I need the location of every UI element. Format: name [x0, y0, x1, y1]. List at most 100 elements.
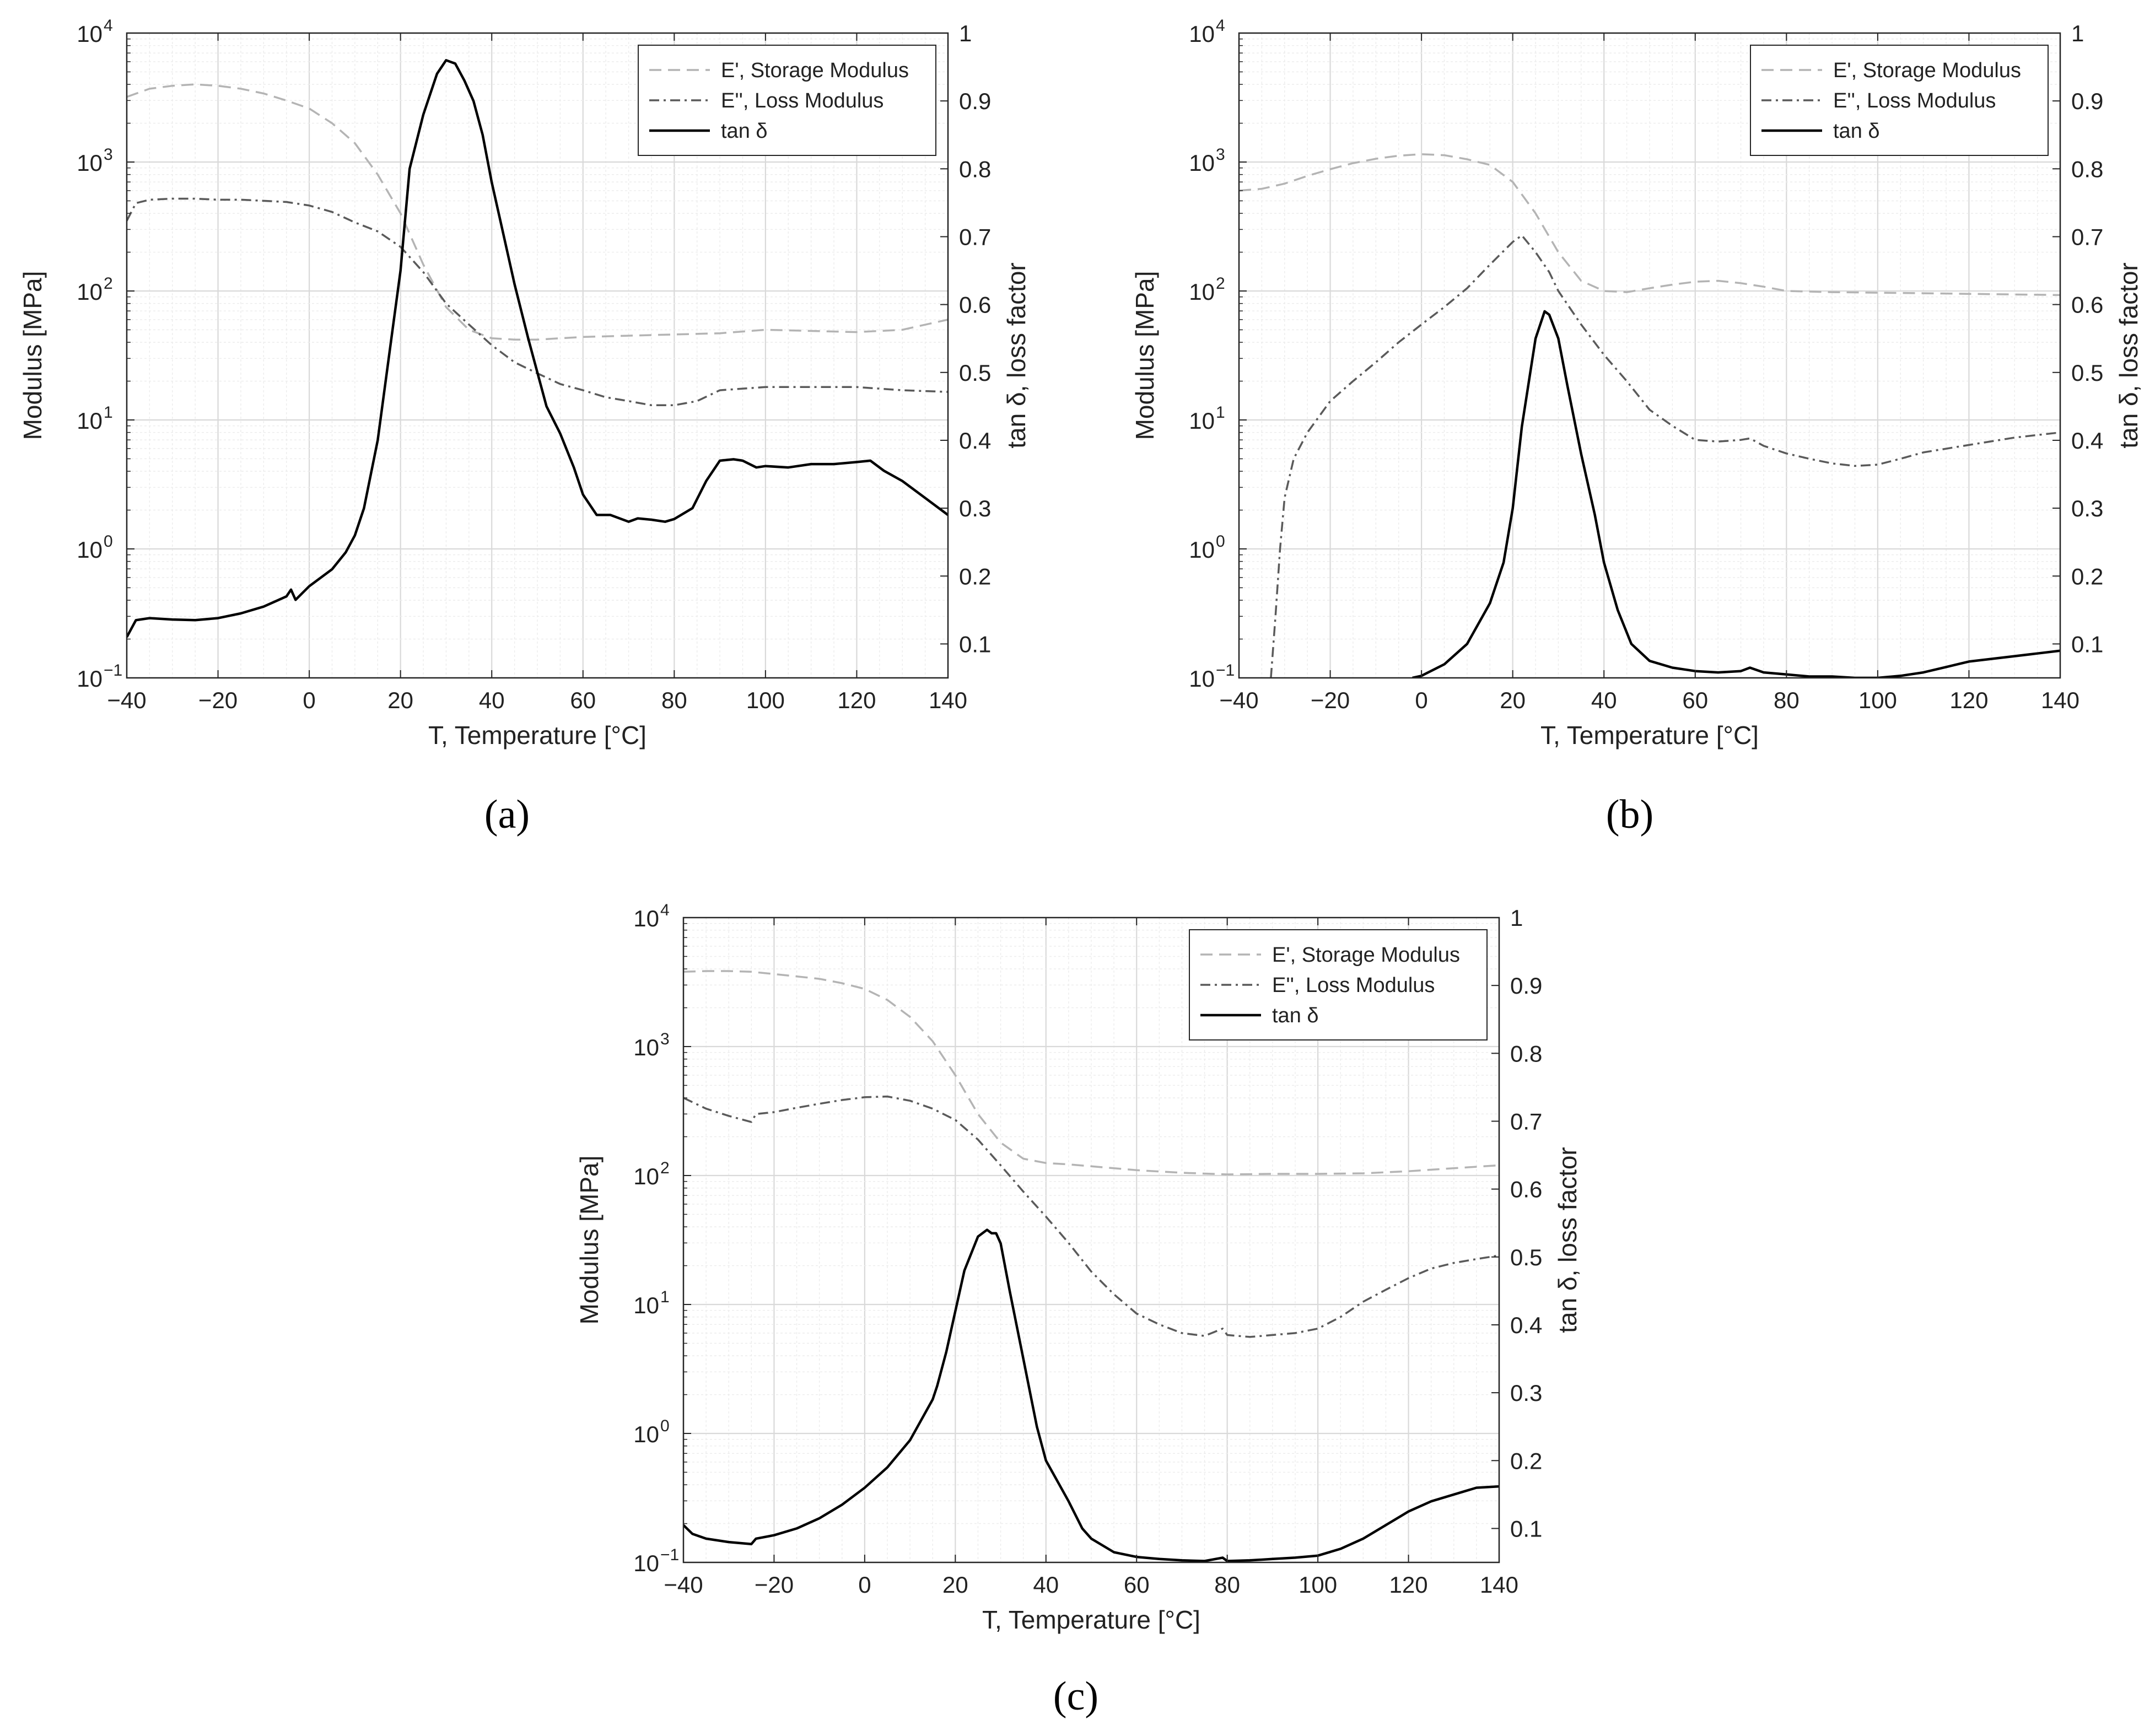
y-tick-label: 10: [633, 1550, 659, 1576]
y2-tick-label: 0.9: [1510, 973, 1542, 999]
y2-tick-label: 0.9: [959, 88, 991, 114]
y-tick-label: 10: [633, 1034, 659, 1060]
storage-modulus-line: [127, 83, 948, 341]
y-tick-exponent: 2: [1216, 274, 1225, 293]
x-tick-label: 40: [1033, 1572, 1059, 1598]
x-tick-label: −20: [198, 687, 238, 713]
legend: E', Storage Modulus E'', Loss Modulus tan …: [1189, 929, 1488, 1040]
y-tick-label: 10: [1189, 279, 1215, 305]
legend-box: [638, 45, 936, 156]
y-tick-exponent: −1: [1216, 661, 1235, 680]
legend-loss-modulus-label: E'', Loss Modulus: [1833, 89, 1996, 112]
x-tick-label: 100: [746, 687, 785, 713]
y2-tick-label: 1: [2071, 20, 2084, 46]
subfigure-label-c: (c): [1053, 1674, 1098, 1719]
x-tick-label: 20: [942, 1572, 968, 1598]
y2-tick-label: 1: [959, 20, 972, 46]
y2-tick-label: 0.3: [959, 495, 991, 521]
legend-tan-delta-label: tan δ: [1833, 120, 1880, 143]
x-tick-label: 140: [2041, 687, 2079, 713]
y2-tick-label: 0.1: [1510, 1516, 1542, 1541]
y-tick-exponent: 4: [1216, 17, 1225, 35]
x-tick-label: −40: [107, 687, 146, 713]
x-tick-label: 20: [387, 687, 413, 713]
x-tick-label: 140: [1480, 1572, 1518, 1598]
y-tick-label: 10: [1189, 21, 1215, 47]
x-tick-label: 40: [479, 687, 505, 713]
y2-tick-label: 0.5: [2071, 360, 2103, 386]
y-tick-exponent: 3: [1216, 145, 1225, 164]
legend-tan-delta-label: tan δ: [1272, 1004, 1319, 1027]
x-tick-label: −40: [664, 1572, 703, 1598]
x-tick-label: 40: [1591, 687, 1617, 713]
y2-tick-label: 0.9: [2071, 88, 2103, 114]
x-axis-title: T, Temperature [°C]: [428, 721, 646, 750]
y2-tick-label: 0.8: [959, 156, 991, 182]
legend: E', Storage Modulus E'', Loss Modulus tan …: [638, 45, 936, 156]
y2-tick-label: 0.4: [1510, 1312, 1542, 1338]
y-tick-exponent: −1: [660, 1546, 679, 1564]
axes-box: [1238, 32, 2061, 679]
y-tick-label: 10: [633, 1421, 659, 1447]
y-tick-label: 10: [633, 1163, 659, 1189]
x-tick-label: 100: [1858, 687, 1897, 713]
y-tick-label: 10: [77, 21, 103, 47]
y2-axis-title: tan δ, loss factor: [1002, 262, 1031, 449]
x-tick-label: −20: [755, 1572, 794, 1598]
legend-box: [1750, 45, 2049, 156]
x-tick-label: 60: [570, 687, 596, 713]
y-axis-title: Modulus [MPa]: [18, 271, 47, 440]
legend-storage-modulus-label: E', Storage Modulus: [721, 59, 909, 82]
y-tick-label: 10: [77, 408, 103, 434]
x-tick-label: 140: [929, 687, 967, 713]
x-tick-label: 0: [1415, 687, 1427, 713]
y-tick-exponent: 4: [104, 17, 113, 35]
y2-tick-label: 0.5: [959, 360, 991, 386]
y2-tick-label: 0.8: [1510, 1040, 1542, 1066]
y-tick-exponent: 0: [104, 532, 113, 551]
subfigure-label-b: (b): [1606, 792, 1653, 837]
y2-tick-label: 0.7: [959, 224, 991, 250]
x-tick-label: 120: [1949, 687, 1988, 713]
x-axis-title: T, Temperature [°C]: [982, 1605, 1200, 1634]
x-tick-label: −20: [1311, 687, 1350, 713]
y2-axis-title: tan δ, loss factor: [1553, 1147, 1582, 1333]
y-tick-exponent: 4: [660, 901, 670, 919]
y2-tick-label: 0.2: [1510, 1448, 1542, 1474]
loss-modulus-line: [683, 1095, 1499, 1338]
x-tick-label: 120: [837, 687, 876, 713]
x-tick-label: 60: [1124, 1572, 1150, 1598]
y-tick-label: 10: [77, 537, 103, 563]
y2-tick-label: 0.7: [2071, 224, 2103, 250]
y-tick-label: 10: [633, 1292, 659, 1318]
y-tick-label: 10: [77, 666, 103, 692]
axes-box: [682, 916, 1500, 1564]
y-tick-exponent: 1: [660, 1288, 670, 1306]
tan-delta-line: [1412, 310, 2060, 678]
y2-tick-label: 0.1: [2071, 631, 2103, 657]
y-tick-label: 10: [1189, 150, 1215, 176]
y-tick-exponent: 1: [104, 403, 113, 422]
x-tick-label: 0: [858, 1572, 871, 1598]
x-tick-label: 120: [1389, 1572, 1428, 1598]
y-tick-exponent: 0: [660, 1417, 670, 1435]
y2-tick-label: 0.6: [959, 292, 991, 318]
x-tick-label: 20: [1500, 687, 1526, 713]
y2-tick-label: 0.8: [2071, 156, 2103, 182]
y-tick-exponent: 3: [104, 145, 113, 164]
y-tick-exponent: 2: [660, 1159, 670, 1177]
y2-tick-label: 0.4: [2071, 428, 2103, 454]
y-tick-exponent: 3: [660, 1030, 670, 1048]
y2-tick-label: 0.3: [2071, 495, 2103, 521]
storage-modulus-line: [683, 970, 1499, 1176]
y-tick-label: 10: [1189, 666, 1215, 692]
y-tick-exponent: 1: [1216, 403, 1225, 422]
y-tick-exponent: 2: [104, 274, 113, 293]
loss-modulus-line: [127, 197, 948, 407]
y-tick-label: 10: [77, 279, 103, 305]
y-tick-label: 10: [1189, 408, 1215, 434]
